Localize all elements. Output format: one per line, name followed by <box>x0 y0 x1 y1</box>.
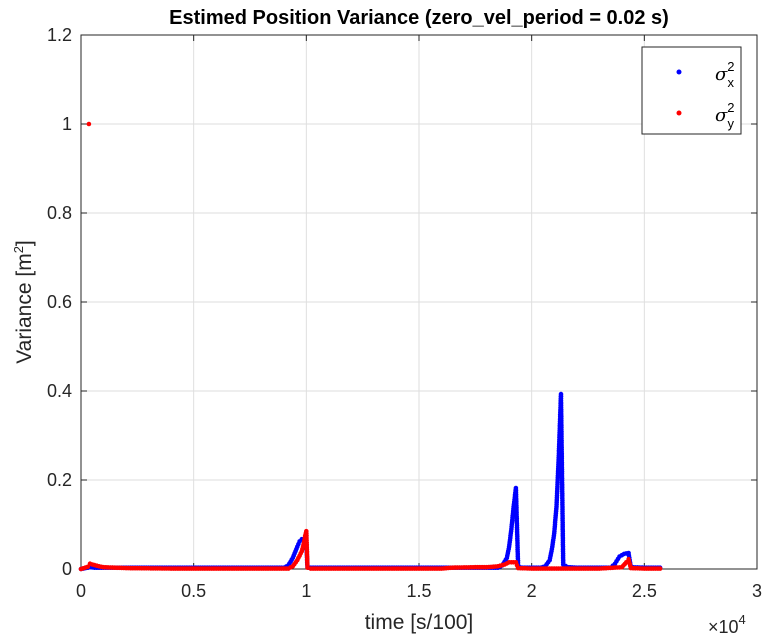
y-tick-label: 0.4 <box>47 381 72 401</box>
legend-sigma-x-superscript: 2 <box>727 59 734 74</box>
legend-box <box>641 46 742 135</box>
data-point <box>657 566 663 571</box>
x-tick-label: 3 <box>752 581 762 601</box>
y-tick-label: 1.2 <box>47 25 72 45</box>
y-tick-label: 0.6 <box>47 292 72 312</box>
data-point <box>86 121 92 127</box>
series-layer <box>78 121 663 572</box>
x-exponent-power: 4 <box>739 612 746 627</box>
legend-marker-sigma-x <box>676 69 682 75</box>
x-axis-label: time [s/100] <box>365 611 474 634</box>
x-tick-label: 0 <box>76 581 86 601</box>
series-sigma-y <box>78 121 663 572</box>
chart-title: Estimed Position Variance (zero_vel_peri… <box>169 7 669 29</box>
legend-sigma-y-subscript: y <box>728 116 735 131</box>
legend-sigma-y-superscript: 2 <box>727 100 734 115</box>
x-tick-label: 1.5 <box>406 581 431 601</box>
x-axis-exponent: ×104 <box>708 612 746 637</box>
x-tick-label: 0.5 <box>181 581 206 601</box>
x-tick-label: 2 <box>527 581 537 601</box>
y-axis-label: Variance [m2] <box>11 240 36 364</box>
legend-sigma-x-subscript: x <box>728 75 735 90</box>
x-tick-label: 2.5 <box>632 581 657 601</box>
legend-entry-sigma-x: σ2 x <box>715 59 735 90</box>
legend-sigma-y-symbol: σ <box>715 105 728 126</box>
y-tick-label: 1 <box>62 114 72 134</box>
y-axis-label-superscript: 2 <box>11 246 26 253</box>
legend-entry-sigma-y: σ2 y <box>715 100 735 131</box>
legend-sigma-x-symbol: σ <box>715 64 728 85</box>
x-exponent-base: ×10 <box>708 617 739 637</box>
y-axis-label-main: Variance [m <box>13 253 36 364</box>
y-axis-label-close: ] <box>13 240 36 246</box>
legend-marker-sigma-y <box>676 110 682 116</box>
legend: σ2 x σ2 y <box>641 46 742 135</box>
y-tick-label: 0.2 <box>47 470 72 490</box>
y-tick-label: 0.8 <box>47 203 72 223</box>
y-tick-label: 0 <box>62 559 72 579</box>
x-tick-label: 1 <box>301 581 311 601</box>
